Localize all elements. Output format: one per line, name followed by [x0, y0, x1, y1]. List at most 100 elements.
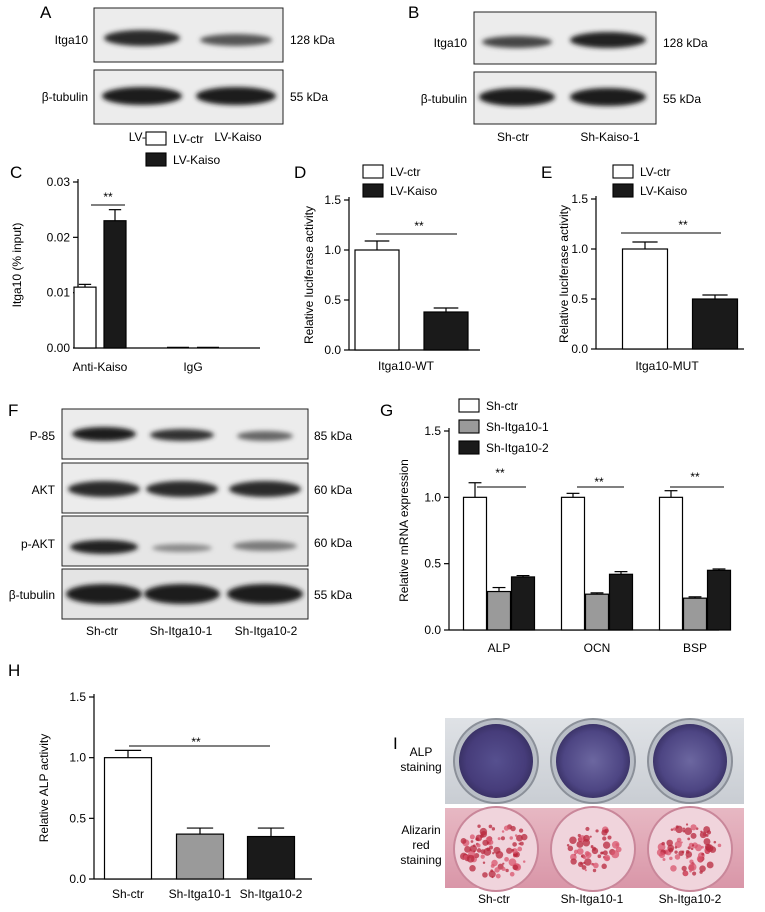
alizarin-spot: [476, 848, 482, 853]
alizarin-spot: [509, 871, 515, 877]
bar: [423, 311, 469, 351]
chart-d: 0.0 0.5 1.0 1.5 Relative luciferase activity…: [302, 164, 480, 373]
alizarin-spot: [669, 856, 673, 861]
y-tick-label: 1.0: [571, 242, 588, 256]
blot-a-size-tubulin: 55 kDa: [290, 90, 328, 104]
y-tick-label: 1.5: [324, 193, 341, 207]
alizarin-spot: [676, 837, 682, 843]
x-category-label: Sh-Itga10-1: [169, 887, 232, 901]
alizarin-spot: [690, 847, 694, 851]
bar: [621, 248, 669, 350]
alizarin-spot: [689, 869, 692, 873]
significance-marker: **: [594, 475, 604, 489]
band: [479, 88, 555, 106]
blot-f-lane-ctr: Sh-ctr: [86, 624, 118, 638]
band: [229, 481, 301, 497]
y-axis-label: Itga10 (% input): [10, 223, 24, 308]
panel-letter-d: D: [294, 163, 306, 182]
alizarin-spot: [480, 854, 485, 859]
bar: [691, 298, 739, 350]
alizarin-spot: [592, 863, 595, 866]
alizarin-spot: [602, 841, 611, 849]
staining-label-aliz-2: red: [412, 838, 429, 852]
x-category-label: OCN: [584, 641, 611, 655]
bar: [584, 593, 610, 631]
y-tick-label: 1.0: [69, 751, 86, 765]
y-tick-label: 0.5: [324, 293, 341, 307]
alizarin-spot: [681, 865, 687, 872]
y-tick-label: 0.0: [424, 623, 441, 637]
alizarin-spot: [577, 833, 581, 838]
x-category-label: IgG: [183, 360, 202, 374]
alizarin-spot: [491, 876, 494, 879]
alizarin-spot: [511, 848, 515, 852]
blot-f-lane-itga10-2: Sh-Itga10-2: [235, 624, 298, 638]
alizarin-spot: [516, 834, 523, 842]
panel-letter-b: B: [408, 3, 419, 22]
alizarin-spot: [661, 841, 665, 846]
chart-g: 0.0 0.5 1.0 1.5 Relative mRNA expression ALP O…: [397, 398, 732, 655]
alizarin-spot: [592, 868, 597, 873]
bar: [682, 597, 708, 631]
bar: [560, 496, 586, 631]
alizarin-spot: [569, 836, 577, 844]
alizarin-spot: [501, 830, 505, 833]
legend-label: Sh-Itga10-1: [486, 420, 549, 434]
bar: [706, 569, 732, 631]
y-tick-label: 0.02: [47, 230, 71, 244]
alizarin-spot: [687, 837, 691, 841]
alizarin-spot: [469, 834, 475, 840]
y-tick-label: 0.5: [69, 811, 86, 825]
blot-f-lane-itga10-1: Sh-Itga10-1: [150, 624, 213, 638]
alizarin-spot: [489, 845, 494, 850]
alizarin-spot: [483, 847, 492, 856]
legend-swatch: [458, 440, 480, 455]
bar: [73, 286, 97, 349]
alizarin-spot: [576, 841, 584, 848]
legend-label: Sh-ctr: [486, 399, 518, 413]
legend-label: LV-Kaiso: [390, 184, 437, 198]
blot-a-label-tubulin: β-tubulin: [42, 90, 88, 104]
alizarin-spot: [582, 855, 587, 860]
blot-f-size-p85: 85 kDa: [314, 429, 352, 443]
y-axis-label: Relative mRNA expression: [397, 459, 411, 602]
alizarin-spot: [666, 839, 673, 847]
alizarin-spot: [717, 843, 722, 848]
alizarin-spot: [505, 868, 509, 873]
legend-swatch: [362, 164, 384, 179]
legend-label: Sh-Itga10-2: [486, 441, 549, 455]
alizarin-spot: [699, 831, 707, 839]
bar: [486, 590, 512, 631]
x-category-label: Itga10-WT: [378, 359, 435, 373]
y-tick-label: 0.0: [324, 343, 341, 357]
legend-label: LV-Kaiso: [173, 153, 220, 167]
alizarin-spot: [506, 847, 513, 854]
alizarin-spot: [581, 865, 587, 870]
alizarin-spot: [713, 840, 717, 844]
alizarin-spot: [684, 827, 693, 836]
alizarin-spot: [670, 865, 677, 872]
blot-b-lane-kaiso: Sh-Kaiso-1: [580, 130, 640, 144]
x-category-label: Sh-ctr: [112, 887, 144, 901]
y-tick-label: 0.01: [47, 286, 71, 300]
significance-marker: **: [414, 219, 424, 233]
band: [196, 87, 276, 105]
alizarin-spot: [683, 871, 689, 877]
y-axis-label: Relative luciferase activity: [302, 206, 316, 344]
staining-label-aliz-3: staining: [400, 853, 441, 867]
band: [146, 481, 218, 497]
blot-b-label-tubulin: β-tubulin: [421, 92, 467, 106]
blot-a-lane-kaiso: LV-Kaiso: [214, 130, 261, 144]
panel-letter-e: E: [541, 163, 552, 182]
x-category-label: BSP: [683, 641, 707, 655]
alizarin-spot: [477, 824, 481, 828]
alizarin-spot: [601, 851, 604, 855]
alizarin-spot: [674, 854, 681, 860]
x-category-label: Sh-Itga10-2: [240, 887, 303, 901]
blot-f-label-tubulin: β-tubulin: [9, 588, 55, 602]
x-category-label: Itga10-MUT: [635, 359, 699, 373]
alizarin-spot: [701, 852, 705, 856]
staining-label-alp-2: staining: [400, 760, 441, 774]
legend-swatch: [458, 398, 480, 413]
